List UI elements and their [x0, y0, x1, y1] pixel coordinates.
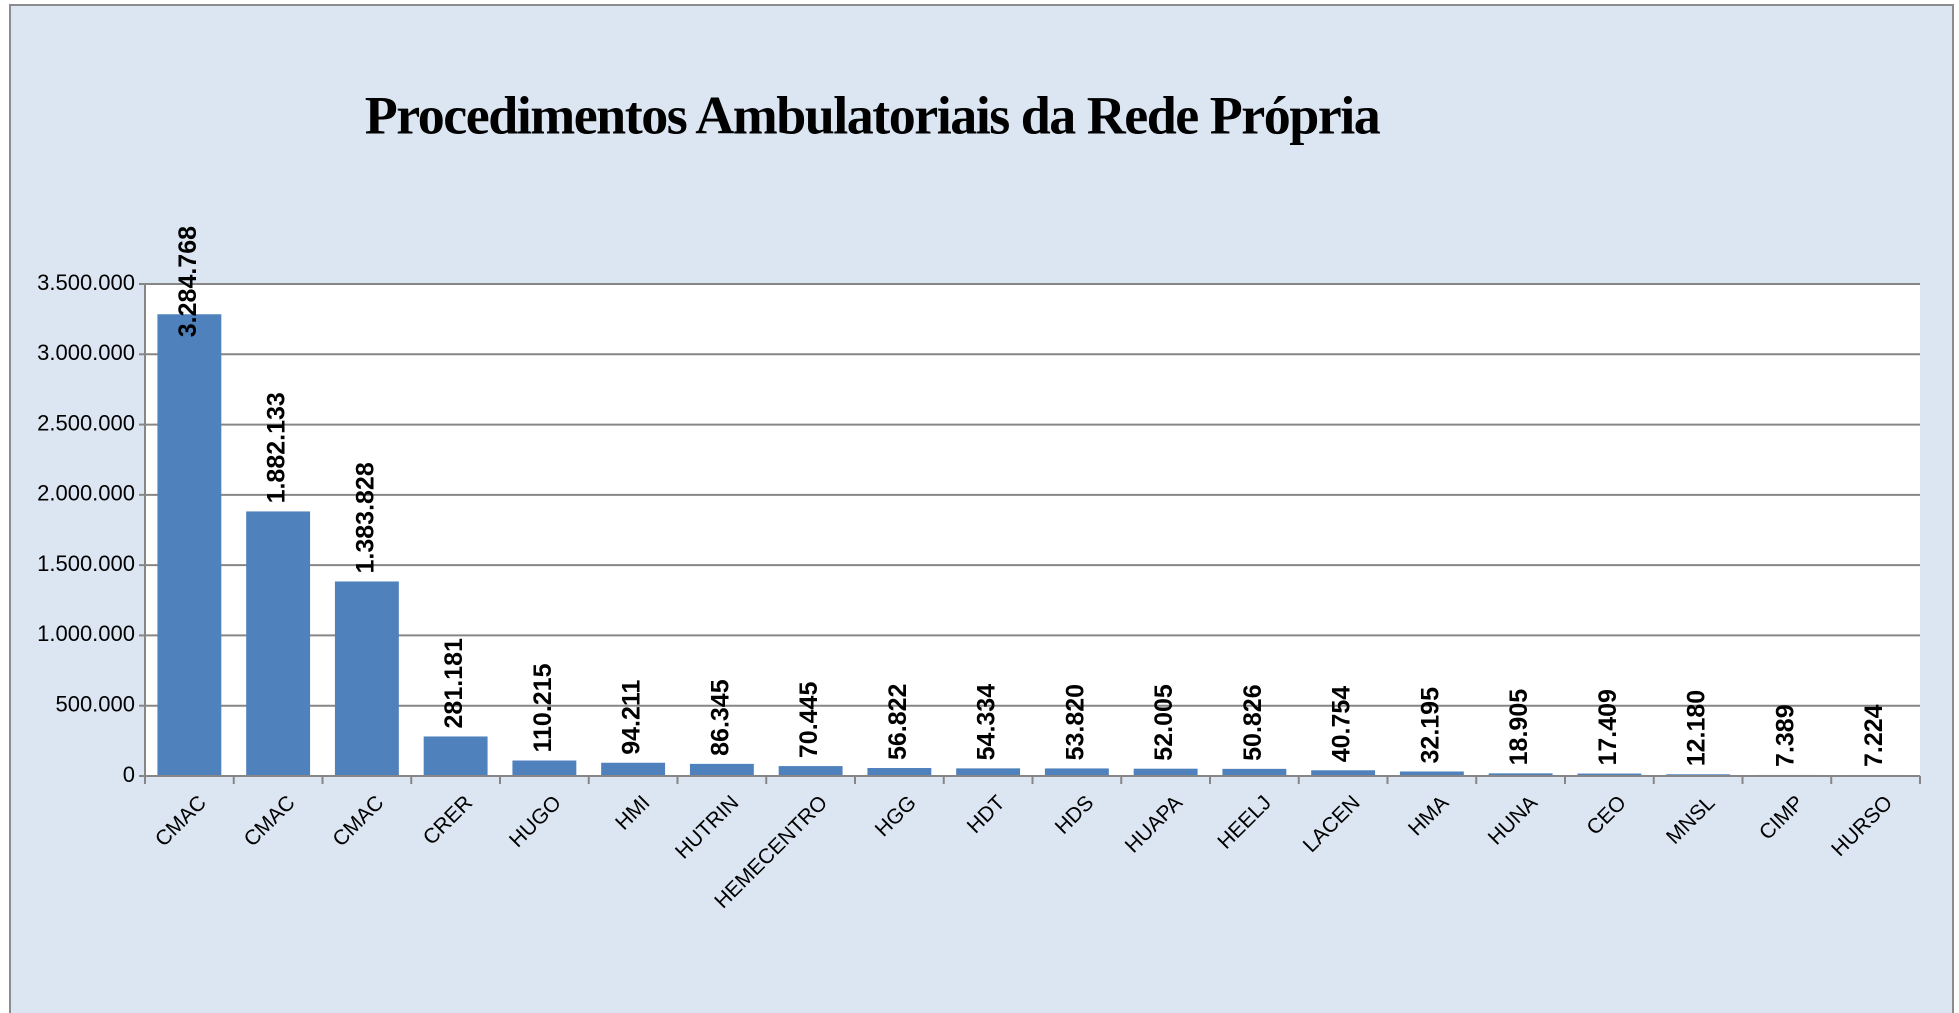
- bar: [956, 768, 1021, 776]
- y-tick-label: 1.500.000: [37, 551, 135, 576]
- y-tick-label: 3.500.000: [37, 270, 135, 295]
- bar: [1488, 773, 1553, 776]
- bar: [1044, 768, 1109, 776]
- data-label: 18.905: [1505, 689, 1533, 766]
- data-label: 281.181: [440, 638, 468, 728]
- data-label: 3.284.768: [174, 226, 202, 337]
- bar: [1577, 773, 1642, 776]
- bar: [689, 763, 754, 776]
- bar: [1133, 768, 1198, 776]
- y-tick-label: 3.000.000: [37, 340, 135, 365]
- y-tick-label: 2.000.000: [37, 481, 135, 506]
- bar: [778, 766, 843, 776]
- y-tick-label: 500.000: [55, 692, 135, 717]
- data-label: 32.195: [1416, 687, 1444, 764]
- data-label: 17.409: [1594, 689, 1622, 765]
- data-label: 54.334: [973, 684, 1001, 761]
- data-label: 110.215: [529, 663, 557, 752]
- y-tick-label: 1.000.000: [37, 621, 135, 646]
- data-label: 12.180: [1683, 690, 1711, 766]
- data-label: 70.445: [795, 682, 823, 759]
- plot-area: [145, 284, 1920, 776]
- data-label: 52.005: [1150, 684, 1178, 761]
- data-label: 1.882.133: [263, 392, 291, 503]
- data-label: 86.345: [706, 679, 734, 756]
- bar: [1311, 770, 1376, 776]
- y-tick-label: 0: [123, 762, 135, 787]
- bar: [334, 581, 399, 776]
- bar: [1399, 771, 1464, 776]
- data-label: 1.383.828: [351, 462, 379, 573]
- bar: [512, 760, 577, 776]
- y-tick-label: 2.500.000: [37, 410, 135, 435]
- bar: [601, 762, 666, 776]
- data-label: 50.826: [1239, 684, 1267, 760]
- bar: [867, 768, 932, 776]
- data-label: 7.389: [1771, 704, 1799, 767]
- data-label: 56.822: [884, 684, 912, 760]
- bar: [423, 736, 488, 776]
- data-label: 53.820: [1061, 684, 1089, 760]
- data-label: 40.754: [1328, 686, 1356, 763]
- chart-title: Procedimentos Ambulatoriais da Rede Próp…: [365, 85, 1381, 145]
- bar: [1222, 768, 1287, 776]
- bar: [246, 511, 311, 776]
- data-label: 94.211: [618, 680, 646, 755]
- bar: [157, 314, 222, 776]
- data-label: 7.224: [1860, 704, 1888, 767]
